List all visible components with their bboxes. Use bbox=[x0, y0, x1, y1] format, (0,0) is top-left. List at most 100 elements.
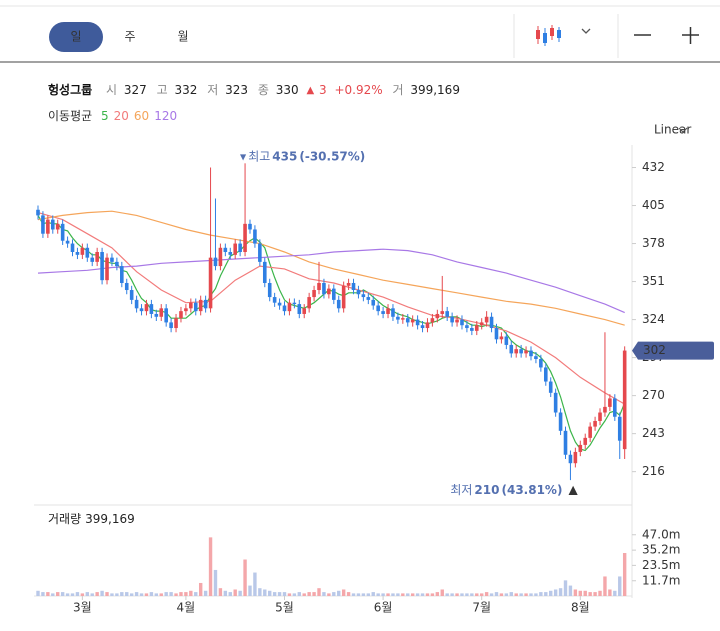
volume-bar bbox=[223, 590, 228, 596]
volume-bar bbox=[302, 593, 306, 596]
candle-body bbox=[598, 412, 602, 421]
candle-body bbox=[553, 392, 558, 413]
candle-body bbox=[238, 243, 242, 253]
volume-bar bbox=[164, 592, 168, 596]
candle-body bbox=[465, 325, 469, 329]
change-value: 3 bbox=[319, 83, 327, 97]
volume-bar bbox=[341, 589, 346, 596]
candle-body bbox=[154, 313, 159, 317]
low-note-arrow: ▲ bbox=[568, 483, 578, 497]
volume-bar bbox=[213, 569, 218, 596]
candle-body bbox=[70, 243, 75, 253]
candle-body bbox=[430, 318, 435, 323]
volume-bar bbox=[593, 592, 597, 596]
candle-body bbox=[302, 308, 307, 314]
candle-body bbox=[622, 350, 627, 450]
candle-body bbox=[376, 305, 380, 312]
low-note-text: 최저 bbox=[450, 483, 472, 497]
scale-dropdown[interactable] bbox=[678, 127, 688, 133]
volume-bar bbox=[539, 592, 543, 596]
volume-bar bbox=[371, 592, 375, 596]
volume-bar bbox=[129, 593, 134, 596]
volume-bar bbox=[598, 590, 602, 596]
candle-body bbox=[608, 398, 612, 407]
volume-bar bbox=[622, 553, 627, 596]
tab-selected-bg[interactable] bbox=[49, 22, 103, 52]
volume-bar bbox=[534, 593, 538, 596]
period-tab[interactable]: 월 bbox=[177, 30, 188, 44]
candle-body bbox=[253, 229, 257, 244]
volume-bar bbox=[268, 590, 272, 596]
period-tab[interactable]: 일 bbox=[70, 30, 81, 44]
candle-body bbox=[41, 215, 45, 234]
candle-body bbox=[297, 304, 302, 314]
x-tick-label: 3월 bbox=[73, 601, 92, 615]
volume-bar bbox=[292, 593, 297, 596]
candle-body bbox=[243, 223, 247, 253]
candle-body bbox=[351, 282, 356, 291]
candle-body bbox=[613, 398, 617, 417]
x-tick-label: 4월 bbox=[177, 601, 196, 615]
candle-body bbox=[356, 290, 361, 295]
volume-bar bbox=[51, 593, 55, 596]
candle-body bbox=[435, 313, 440, 319]
volume-bar bbox=[351, 593, 356, 596]
candle-body bbox=[203, 299, 208, 309]
candle-body bbox=[292, 302, 297, 305]
candle-body bbox=[174, 318, 178, 329]
volume-bar bbox=[470, 593, 474, 596]
candle-body bbox=[208, 257, 213, 309]
candle-body bbox=[189, 302, 193, 309]
chart-type-button[interactable] bbox=[536, 25, 561, 46]
candle-body bbox=[489, 316, 494, 329]
volume-bar bbox=[238, 590, 242, 596]
candle-body bbox=[588, 426, 592, 438]
candle-body bbox=[149, 304, 154, 314]
candle-body bbox=[267, 282, 272, 298]
volume-bar bbox=[356, 593, 361, 596]
volume-bar bbox=[563, 580, 568, 596]
volume-bar bbox=[194, 592, 198, 596]
ma-line bbox=[37, 210, 625, 326]
candle-body bbox=[287, 302, 292, 312]
period-tab[interactable]: 주 bbox=[124, 30, 135, 44]
candle-body bbox=[75, 252, 80, 255]
volume-bar bbox=[499, 593, 504, 596]
candle-body bbox=[55, 223, 60, 230]
volume-bar bbox=[90, 593, 94, 596]
candle-body bbox=[346, 282, 351, 286]
y-tick-label: 378 bbox=[642, 236, 665, 250]
y-tick-label: 216 bbox=[642, 464, 665, 478]
chart-type-dropdown[interactable] bbox=[581, 28, 591, 34]
candle-body bbox=[50, 219, 55, 230]
volume-bar bbox=[248, 585, 252, 596]
volume-bar bbox=[578, 590, 582, 596]
volume-bar bbox=[396, 593, 400, 596]
zoom-in-button[interactable] bbox=[682, 27, 699, 44]
candle-body bbox=[159, 308, 164, 317]
volume-bar bbox=[450, 593, 454, 596]
volume-bar bbox=[184, 592, 188, 596]
ma-legend-item: 60 bbox=[134, 109, 149, 123]
volume-bar bbox=[233, 589, 237, 596]
candle-body bbox=[327, 288, 331, 295]
volume-bar bbox=[149, 592, 154, 596]
volume-bar bbox=[179, 592, 183, 596]
volume-bar bbox=[120, 592, 124, 596]
ma-title: 이동평균 bbox=[48, 109, 92, 123]
volume-bar bbox=[603, 576, 607, 596]
candle-body bbox=[593, 420, 597, 427]
candle-body bbox=[233, 243, 237, 255]
y-tick-label: 243 bbox=[642, 426, 665, 440]
candle-body bbox=[90, 257, 95, 262]
candle-body bbox=[420, 325, 425, 329]
volume-bar bbox=[549, 590, 553, 596]
stock-name: 헝성그룹 bbox=[48, 82, 92, 97]
volume-bar bbox=[189, 590, 193, 596]
scale-button[interactable]: Linear bbox=[654, 123, 691, 137]
x-tick-label: 7월 bbox=[472, 601, 491, 615]
y2-tick-label: 47.0m bbox=[642, 527, 680, 541]
volume-bar bbox=[253, 572, 257, 596]
